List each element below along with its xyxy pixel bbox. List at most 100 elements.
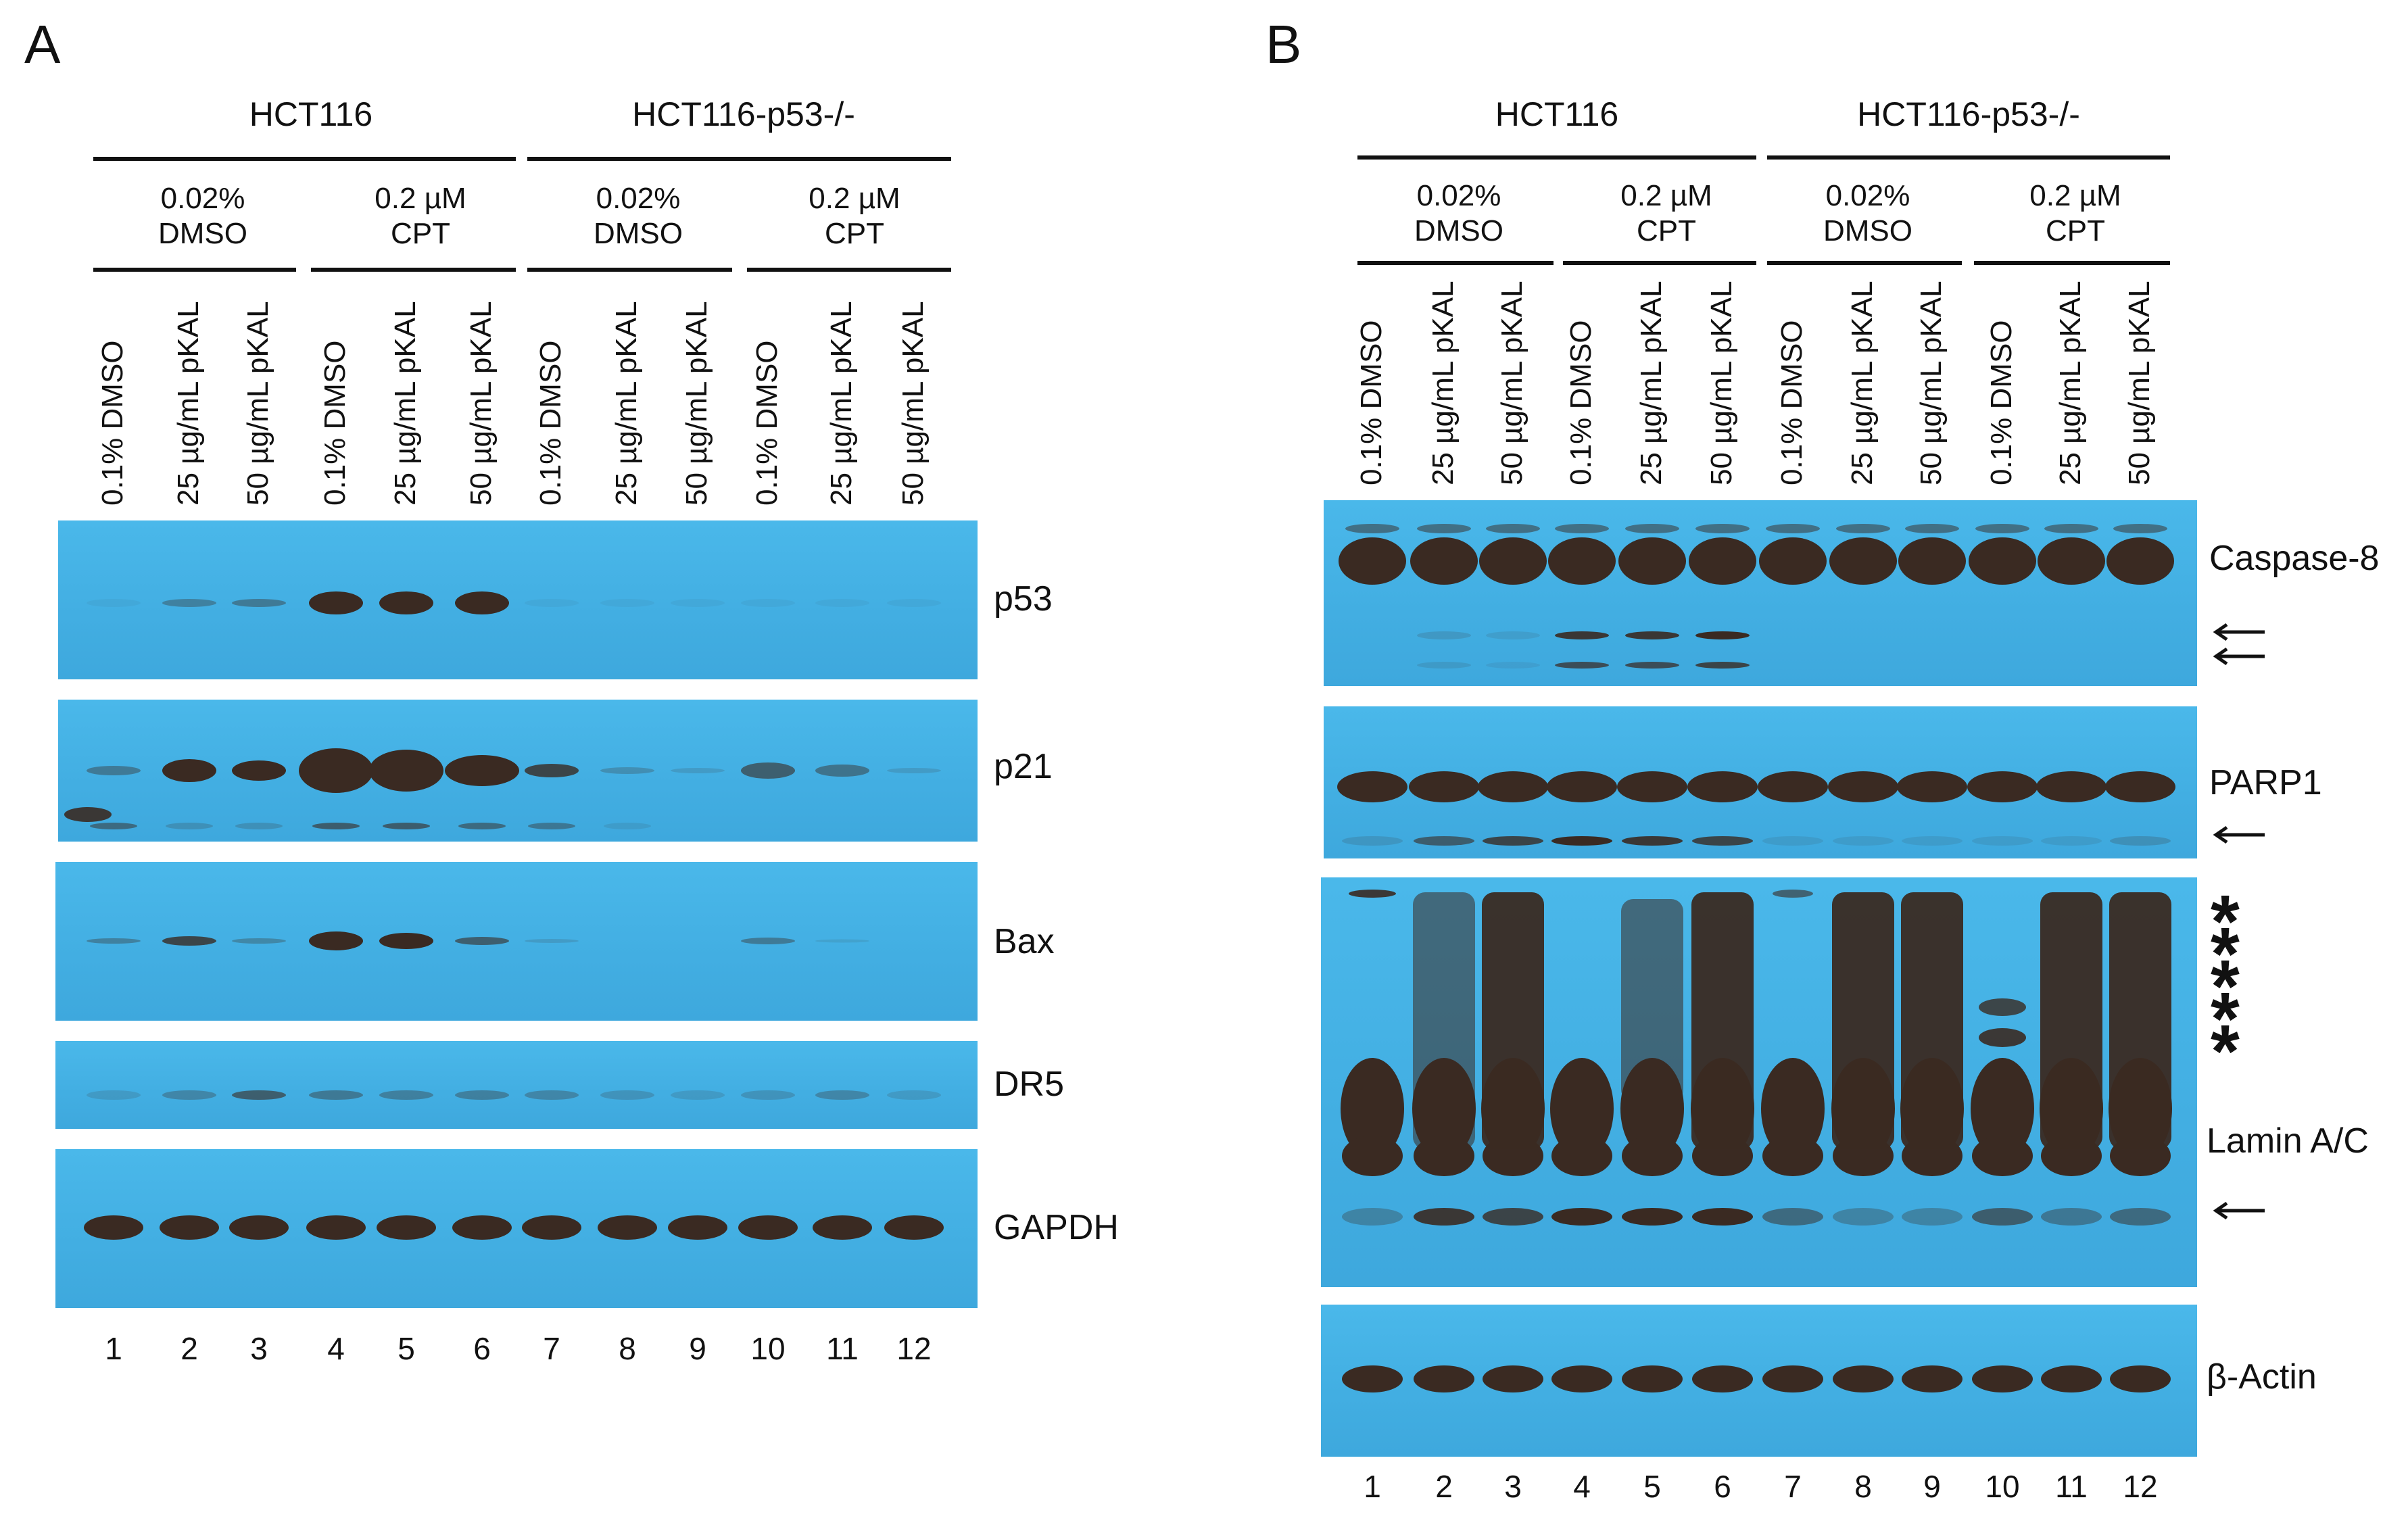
band-lamin (1550, 1058, 1614, 1159)
band-p53 (815, 599, 869, 607)
band-caspase8-cleaved (1486, 631, 1540, 639)
panel-a-rule-cond-3 (527, 268, 732, 272)
band-gapdh (522, 1215, 581, 1240)
band-actin (1551, 1365, 1612, 1392)
band-caspase8 (1836, 524, 1890, 533)
band-p21-lower (166, 823, 213, 829)
band-parp1 (2105, 771, 2175, 802)
label-bax: Bax (994, 922, 1055, 961)
panel-a-cond-4: 0.2 µM CPT (809, 182, 900, 250)
band-caspase8 (2113, 524, 2167, 533)
lane-number: 10 (750, 1331, 786, 1366)
panel-b-cond-2: 0.2 µM CPT (1620, 179, 1712, 247)
band-dr5 (741, 1090, 795, 1100)
band-actin (1762, 1365, 1823, 1392)
lane-number: 6 (1714, 1469, 1731, 1504)
band-p21 (299, 748, 373, 793)
panel-b-cell-hct116: HCT116 (1495, 95, 1619, 133)
band-p21 (445, 755, 519, 786)
band-p21 (525, 764, 579, 777)
band-p21 (87, 766, 141, 775)
band-parp1 (1967, 771, 2038, 802)
panel-b-cell-p53ko: HCT116-p53-/- (1857, 95, 2080, 133)
band-parp1 (1547, 771, 1617, 802)
band-caspase8 (1766, 524, 1820, 533)
band-p21 (671, 768, 725, 773)
band-p53 (671, 599, 725, 607)
band-lamin-cleaved (1483, 1208, 1543, 1226)
band-dr5 (379, 1090, 433, 1100)
band-lamin-cleaved (2041, 1208, 2102, 1226)
lane-number: 9 (689, 1331, 706, 1366)
band-parp1-cleaved (1483, 836, 1543, 846)
band-lamin-cleaved (1762, 1208, 1823, 1226)
band-gapdh (160, 1215, 219, 1240)
band-bax (379, 933, 433, 949)
panel-b-rule-hct116 (1357, 155, 1756, 160)
band-caspase8 (2038, 537, 2105, 585)
lane-number: 2 (180, 1331, 198, 1366)
band-parp1 (1409, 771, 1479, 802)
band-caspase8 (2106, 537, 2174, 585)
band-parp1-cleaved (1972, 836, 2033, 846)
band-p21 (600, 767, 654, 774)
band-dr5 (815, 1090, 869, 1100)
band-parp1 (1617, 771, 1687, 802)
band-p21-lower (90, 823, 137, 829)
arrow-icon (2213, 1201, 2265, 1220)
band-p21-lower (458, 823, 506, 829)
band-parp1 (1758, 771, 1828, 802)
band-parp1-cleaved (1833, 836, 1894, 846)
band-caspase8 (1555, 524, 1609, 533)
band-actin (1342, 1365, 1403, 1392)
band-dr5 (525, 1090, 579, 1100)
band-p53 (309, 591, 363, 614)
band-lamin (1972, 1136, 2033, 1176)
band-lamin-extra (1979, 1028, 2026, 1047)
band-lamin-top (1773, 890, 1813, 898)
band-caspase8 (1345, 524, 1399, 533)
panel-b-rule-cond-4 (1974, 261, 2170, 265)
band-caspase8 (1905, 524, 1959, 533)
band-p21 (887, 768, 941, 773)
band-p21 (162, 759, 216, 782)
band-actin (2110, 1365, 2171, 1392)
band-parp1-cleaved (1342, 836, 1403, 846)
band-parp1 (1828, 771, 1898, 802)
label-actin: β-Actin (2207, 1357, 2317, 1397)
band-parp1-cleaved (1692, 836, 1753, 846)
band-dr5 (671, 1090, 725, 1100)
lane-number: 11 (826, 1331, 859, 1366)
band-dr5 (455, 1090, 509, 1100)
band-bax (309, 931, 363, 950)
band-caspase8 (1410, 537, 1478, 585)
lane-number: 4 (1573, 1469, 1591, 1504)
band-caspase8 (2044, 524, 2098, 533)
band-parp1 (1687, 771, 1758, 802)
band-parp1-cleaved (2110, 836, 2171, 846)
panel-b-cond-3: 0.02% DMSO (1823, 179, 1912, 247)
band-p21 (232, 760, 286, 781)
band-p21-lower (528, 823, 575, 829)
band-lamin-cleaved (1414, 1208, 1474, 1226)
band-parp1-cleaved (1551, 836, 1612, 846)
panel-a-cond-3: 0.02% DMSO (594, 182, 683, 250)
label-p53: p53 (994, 579, 1053, 619)
panel-a-cell-p53ko: HCT116-p53-/- (632, 95, 855, 133)
band-caspase8-cleaved (1417, 631, 1471, 639)
band-parp1 (1337, 771, 1407, 802)
band-p53 (162, 599, 216, 607)
band-actin (1622, 1365, 1683, 1392)
band-p21-lower (64, 807, 112, 822)
band-p21 (369, 750, 443, 792)
lane-number: 8 (619, 1331, 636, 1366)
lane-number: 3 (1504, 1469, 1522, 1504)
band-p53 (455, 591, 509, 614)
panel-a-cell-hct116: HCT116 (249, 95, 373, 133)
band-lamin (1762, 1136, 1823, 1176)
band-caspase8-cleaved (1625, 631, 1679, 639)
band-lamin-ladder (1482, 892, 1544, 1149)
band-parp1 (2036, 771, 2106, 802)
band-lamin-cleaved (1551, 1208, 1612, 1226)
band-p21-lower (383, 823, 430, 829)
